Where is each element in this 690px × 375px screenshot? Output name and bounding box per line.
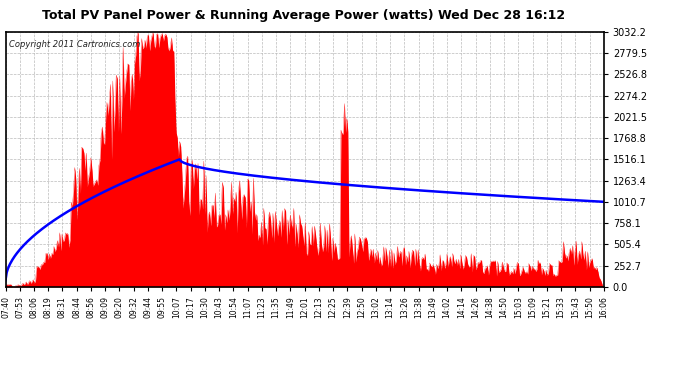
Text: Total PV Panel Power & Running Average Power (watts) Wed Dec 28 16:12: Total PV Panel Power & Running Average P… [42,9,565,22]
Text: Copyright 2011 Cartronics.com: Copyright 2011 Cartronics.com [8,39,140,48]
